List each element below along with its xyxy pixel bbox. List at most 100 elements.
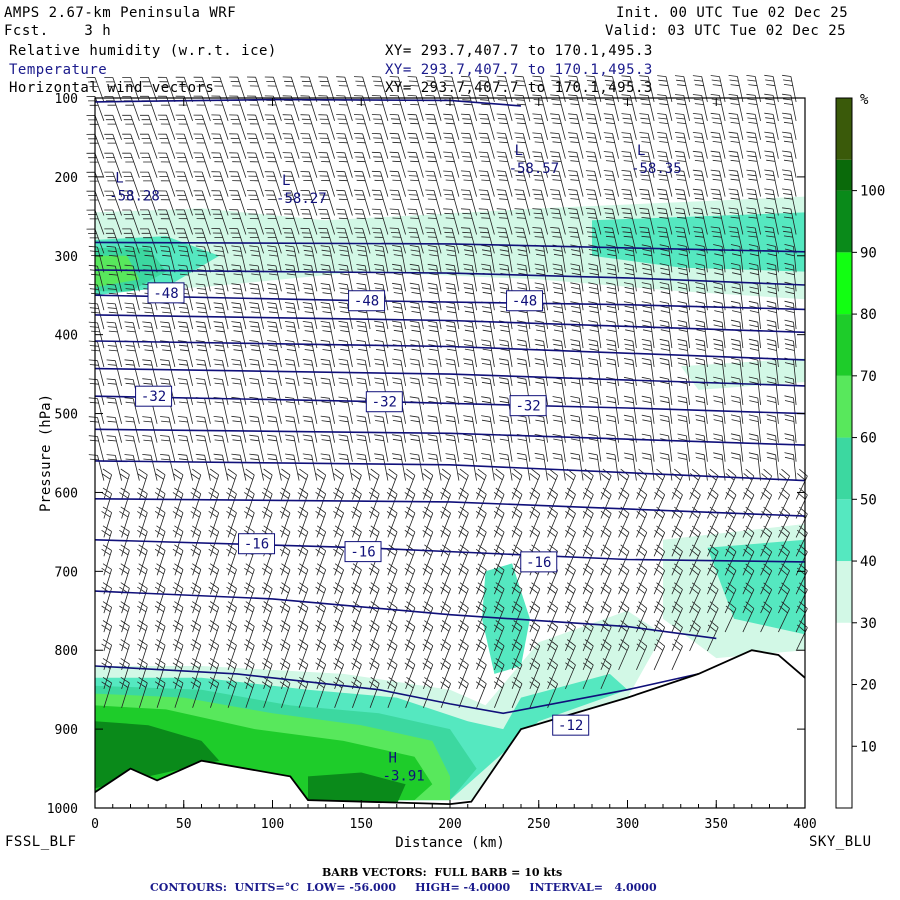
xy-temperature: XY= 293.7,407.7 to 170.1,495.3 [385, 62, 653, 78]
contour-label: -32 [515, 399, 540, 415]
colorbar-segment [836, 252, 852, 315]
colorbar: 10 20 30 40 50 60 70 80 90 100% [835, 92, 885, 809]
colorbar-label: 80 [860, 307, 877, 323]
xy-rh: XY= 293.7,407.7 to 170.1,495.3 [385, 43, 653, 59]
field-wind-label: Horizontal wind vectors [9, 80, 215, 96]
contour-label: -32 [141, 389, 166, 405]
colorbar-segment [836, 684, 852, 747]
y-tick-label: 400 [55, 329, 78, 344]
contour-label: -16 [526, 555, 551, 571]
contour-label-box [520, 551, 558, 573]
isotherm [94, 269, 806, 286]
extremum-letter: L [282, 173, 290, 189]
colorbar-segment [836, 375, 852, 438]
contour-label-box [344, 541, 382, 563]
x-tick-label: 400 [793, 817, 816, 832]
contour-label: -32 [372, 395, 397, 411]
isotherm [94, 294, 806, 311]
contour-label-box [365, 391, 403, 413]
isotherm [94, 665, 699, 715]
y-tick-label: 500 [55, 408, 78, 423]
contour-label: -48 [354, 294, 379, 310]
colorbar-segment [836, 314, 852, 376]
colorbar-label: 20 [860, 678, 877, 694]
colorbar-segment [836, 190, 852, 253]
contour-label-box [147, 282, 185, 304]
isotherm [94, 498, 806, 517]
wind-barbs [86, 74, 808, 708]
isotherm [94, 314, 806, 334]
colorbar-label: 40 [860, 554, 877, 570]
contour-label: -48 [512, 294, 537, 310]
y-tick-label: 600 [55, 486, 78, 501]
valid-time: Valid: 03 UTC Tue 02 Dec 25 [605, 23, 847, 39]
y-tick-label: 300 [55, 250, 78, 265]
colorbar-label: 30 [860, 616, 877, 632]
y-tick-label: 100 [55, 92, 78, 107]
contour-label-box [506, 290, 544, 312]
x-tick-label: 50 [176, 817, 192, 832]
contour-label-box [348, 290, 386, 312]
colorbar-segment [836, 561, 852, 623]
colorbar-label: 10 [860, 739, 877, 755]
x-tick-label: 0 [91, 817, 99, 832]
field-rh-label: Relative humidity (w.r.t. ice) [9, 43, 277, 59]
colorbar-label: 100 [860, 184, 885, 200]
contour-label-box [509, 395, 547, 417]
extremum-letter: L [637, 143, 645, 159]
extremum-value: -58.28 [109, 189, 160, 205]
y-tick-label: 1000 [47, 802, 78, 817]
x-axis-label: Distance (km) [395, 835, 505, 851]
contour-label-box [135, 385, 173, 407]
extremum-value: -3.91 [383, 768, 425, 784]
x-tick-label: 100 [261, 817, 284, 832]
extremum-letter: H [389, 750, 397, 766]
y-tick-label: 700 [55, 565, 78, 580]
extremum-value: -58.27 [276, 191, 327, 207]
isotherm [94, 539, 806, 563]
y-tick-label: 800 [55, 644, 78, 659]
colorbar-segment [836, 622, 852, 685]
extremum-value: -58.57 [509, 161, 560, 177]
colorbar-segment [836, 746, 852, 808]
y-axis-label: Pressure (hPa) [38, 394, 54, 512]
rh-region [308, 772, 406, 805]
contour-label-box [552, 714, 590, 736]
x-tick-label: 300 [616, 817, 639, 832]
isotherm [94, 590, 717, 640]
contour-label: -48 [153, 286, 178, 302]
contour-labels: -48 -48 -48 -32 -32 -32 -16 -16 -16 -12 L -58.28 L -5… [109, 143, 681, 784]
terrain-line [94, 649, 806, 806]
contour-note: CONTOURS: UNITS=°C LOW= -56.000 HIGH= -4… [150, 881, 657, 894]
colorbar-segment [836, 499, 852, 562]
extremum-letter: L [515, 143, 523, 159]
xy-wind: XY= 293.7,407.7 to 170.1,495.3 [385, 80, 653, 96]
wind-barb-set [86, 74, 808, 708]
init-time: Init. 00 UTC Tue 02 Dec 25 [616, 5, 849, 21]
contour-label: -12 [558, 718, 583, 734]
contour-label: -16 [244, 537, 269, 553]
terrain-mask [95, 650, 805, 808]
x-tick-label: 350 [705, 817, 728, 832]
temperature-contours [94, 98, 806, 715]
x-tick-label: 150 [350, 817, 373, 832]
colorbar-label: 60 [860, 431, 877, 447]
left-station: FSSL_BLF [5, 834, 77, 850]
colorbar-unit: % [860, 92, 869, 108]
extremum-value: -58.35 [631, 161, 682, 177]
extremum-letter: L [115, 171, 123, 187]
contour-label: -16 [350, 545, 375, 561]
x-tick-label: 250 [527, 817, 550, 832]
y-tick-label: 200 [55, 171, 78, 186]
right-station: SKY_BLU [809, 834, 872, 850]
isotherm [94, 241, 806, 253]
colorbar-segment [836, 437, 852, 500]
field-temperature-label: Temperature [9, 62, 108, 78]
isotherm [94, 340, 806, 361]
isotherm [94, 367, 806, 387]
isotherm [94, 460, 806, 482]
colorbar-label: 50 [860, 492, 877, 508]
rh-region [680, 358, 805, 390]
isotherm [94, 428, 806, 446]
